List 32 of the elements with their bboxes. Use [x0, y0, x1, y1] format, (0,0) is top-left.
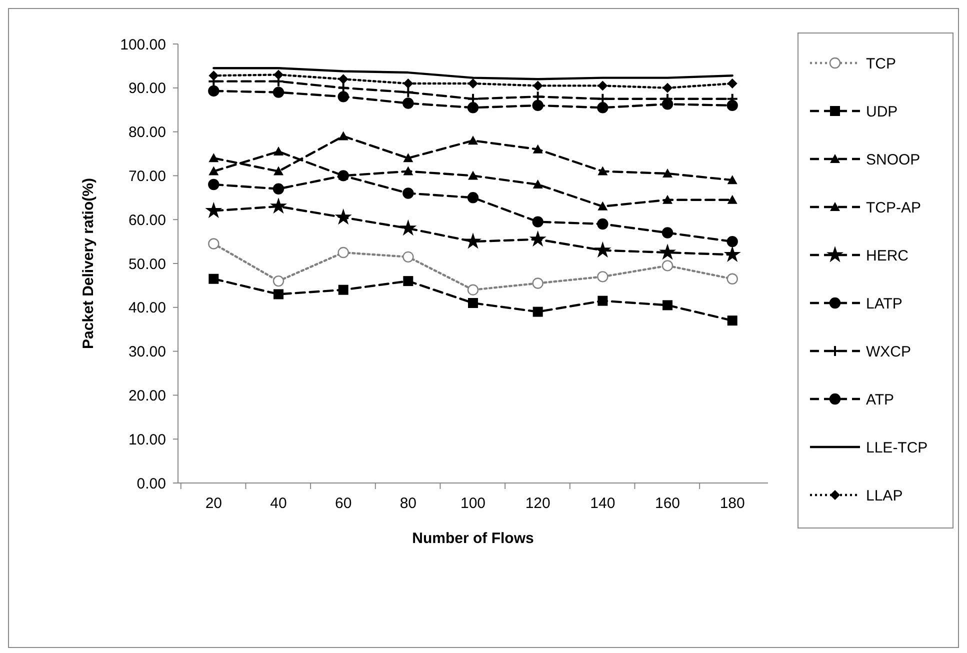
y-tick-label: 20.00 — [128, 387, 166, 404]
x-tick-label: 140 — [590, 495, 616, 512]
legend-label: ATP — [866, 391, 894, 408]
legend-label: TCP-AP — [866, 199, 922, 216]
y-tick-label: 70.00 — [128, 168, 166, 185]
legend-label: SNOOP — [866, 151, 920, 168]
y-tick-label: 60.00 — [128, 212, 166, 229]
y-tick-label: 0.00 — [136, 475, 166, 492]
y-tick-label: 50.00 — [128, 256, 166, 273]
y-tick-label: 10.00 — [128, 431, 166, 448]
legend-label: TCP — [866, 55, 896, 72]
legend-label: HERC — [866, 247, 909, 264]
x-tick-label: 60 — [334, 495, 352, 512]
x-tick-label: 100 — [460, 495, 486, 512]
x-tick-label: 20 — [205, 495, 222, 512]
y-tick-label: 80.00 — [128, 124, 166, 142]
x-tick-label: 120 — [525, 495, 550, 512]
legend-label: LLE-TCP — [866, 439, 928, 456]
x-tick-label: 160 — [654, 495, 680, 512]
legend-label: LATP — [866, 295, 902, 312]
legend-label: WXCP — [866, 343, 911, 360]
y-tick-label: 90.00 — [128, 80, 166, 98]
y-axis-title: Packet Delivery ratio(%) — [80, 178, 97, 349]
x-axis-title: Number of Flows — [412, 530, 534, 547]
y-tick-label: 30.00 — [128, 344, 166, 361]
legend-label: LLAP — [866, 487, 903, 504]
y-tick-label: 100.00 — [120, 36, 166, 54]
x-tick-label: 80 — [400, 495, 417, 512]
x-tick-label: 40 — [270, 495, 287, 512]
y-tick-label: 40.00 — [128, 300, 166, 317]
legend-label: UDP — [866, 103, 898, 120]
x-tick-label: 180 — [720, 495, 745, 512]
